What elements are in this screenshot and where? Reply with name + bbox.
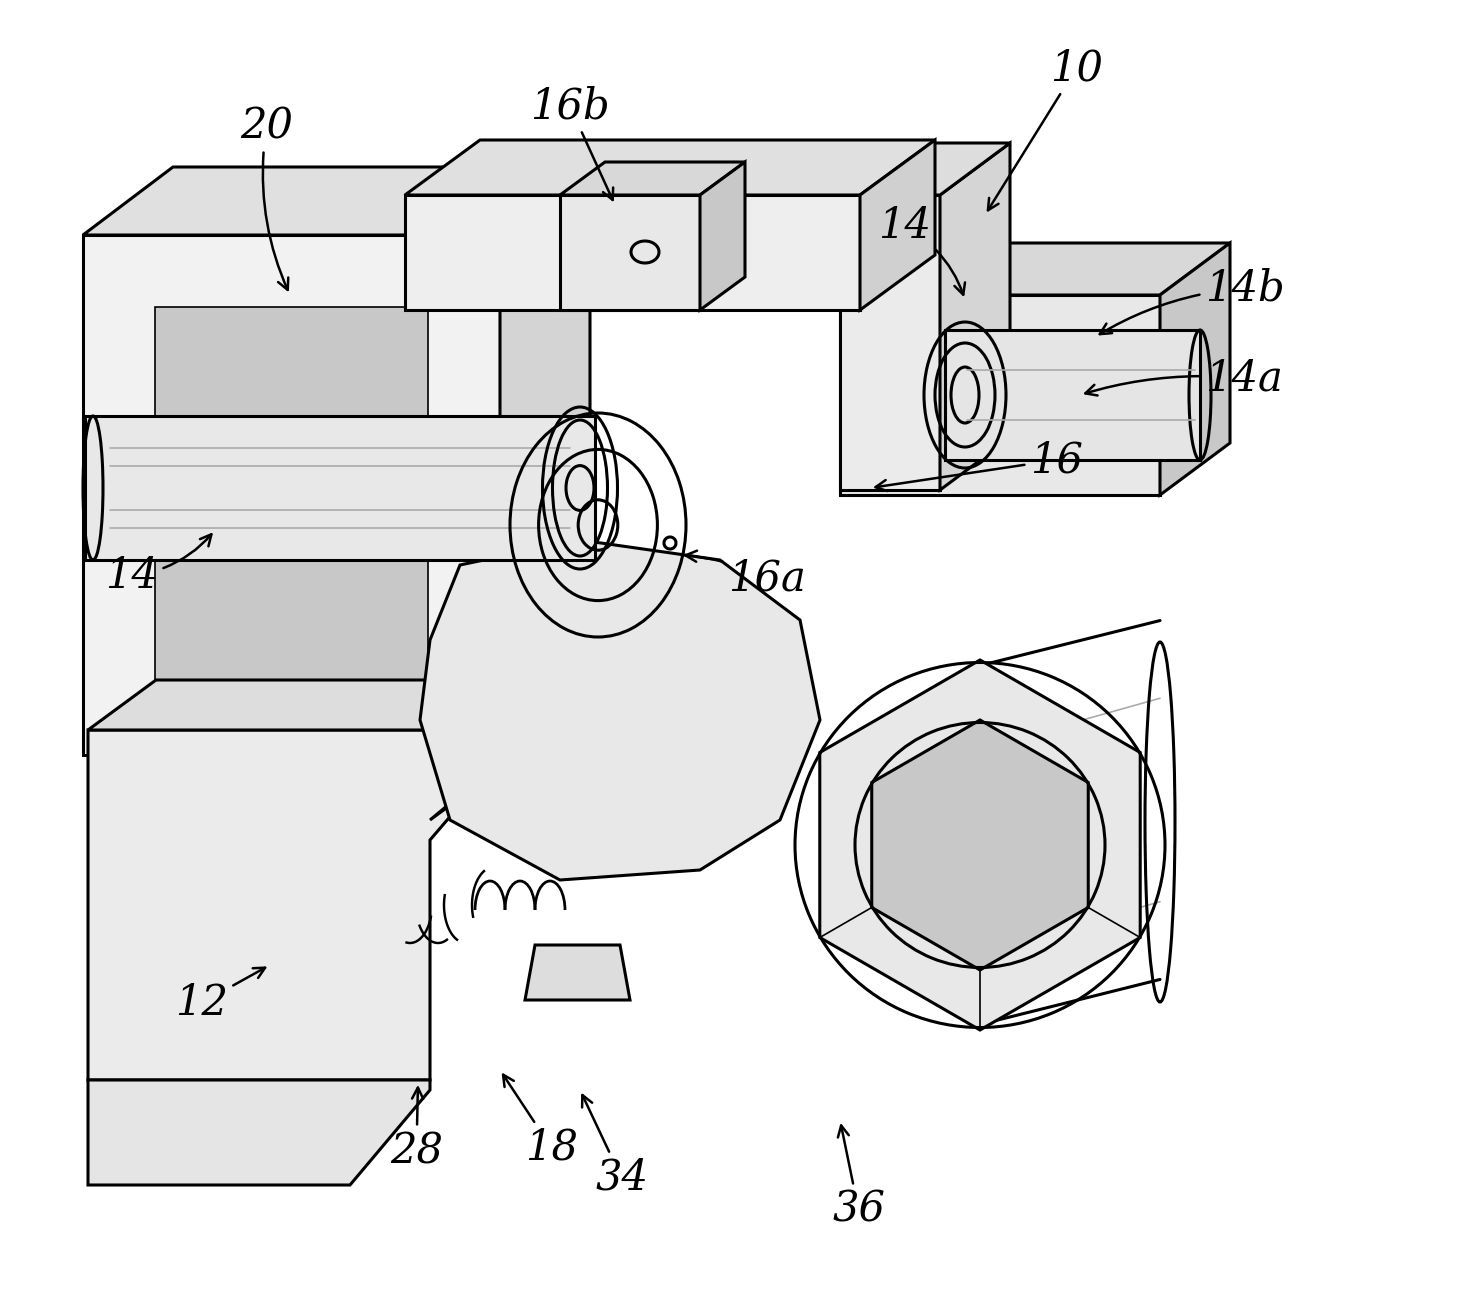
- Text: 20: 20: [241, 105, 293, 290]
- Polygon shape: [465, 530, 534, 730]
- Text: 18: 18: [503, 1074, 577, 1169]
- Polygon shape: [420, 540, 819, 879]
- Polygon shape: [700, 162, 745, 310]
- Polygon shape: [525, 944, 630, 1000]
- Polygon shape: [1161, 243, 1231, 495]
- Text: 14a: 14a: [1085, 357, 1283, 399]
- Text: 10: 10: [989, 47, 1104, 210]
- Polygon shape: [87, 679, 534, 730]
- Polygon shape: [500, 168, 590, 755]
- Text: 12: 12: [175, 968, 265, 1024]
- Text: 14b: 14b: [1099, 268, 1284, 334]
- Polygon shape: [85, 416, 595, 560]
- Text: 14: 14: [105, 534, 211, 598]
- Polygon shape: [83, 168, 590, 235]
- Polygon shape: [87, 579, 570, 1079]
- Polygon shape: [155, 307, 429, 683]
- Polygon shape: [560, 195, 700, 310]
- Polygon shape: [405, 140, 935, 195]
- Polygon shape: [83, 235, 500, 755]
- Polygon shape: [430, 720, 558, 820]
- Polygon shape: [840, 195, 940, 490]
- Polygon shape: [87, 1079, 430, 1185]
- Polygon shape: [940, 143, 1010, 490]
- Text: 36: 36: [833, 1125, 885, 1231]
- Text: 28: 28: [389, 1087, 443, 1172]
- Polygon shape: [840, 295, 1161, 495]
- Text: 14: 14: [878, 205, 965, 295]
- Text: 16: 16: [875, 439, 1083, 491]
- Polygon shape: [860, 140, 935, 310]
- Polygon shape: [560, 162, 745, 195]
- Polygon shape: [945, 330, 1200, 460]
- Text: 34: 34: [582, 1095, 647, 1199]
- Text: 16b: 16b: [531, 84, 614, 200]
- Polygon shape: [840, 143, 1010, 195]
- Text: 16a: 16a: [685, 551, 806, 599]
- Polygon shape: [819, 660, 1140, 1030]
- Polygon shape: [405, 195, 860, 310]
- Polygon shape: [840, 243, 1231, 295]
- Polygon shape: [872, 720, 1088, 970]
